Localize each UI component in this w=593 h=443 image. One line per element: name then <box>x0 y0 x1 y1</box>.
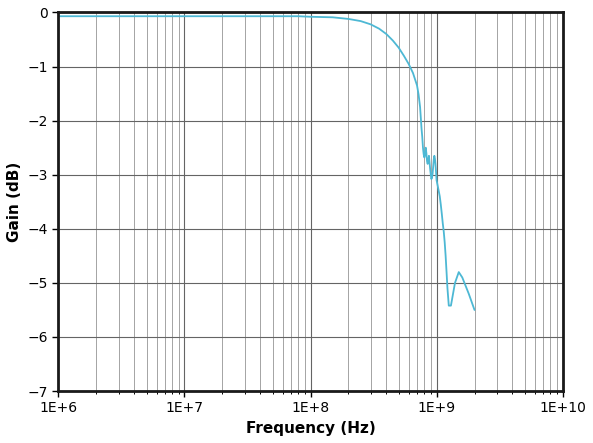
X-axis label: Frequency (Hz): Frequency (Hz) <box>246 421 375 436</box>
Y-axis label: Gain (dB): Gain (dB) <box>7 162 22 242</box>
